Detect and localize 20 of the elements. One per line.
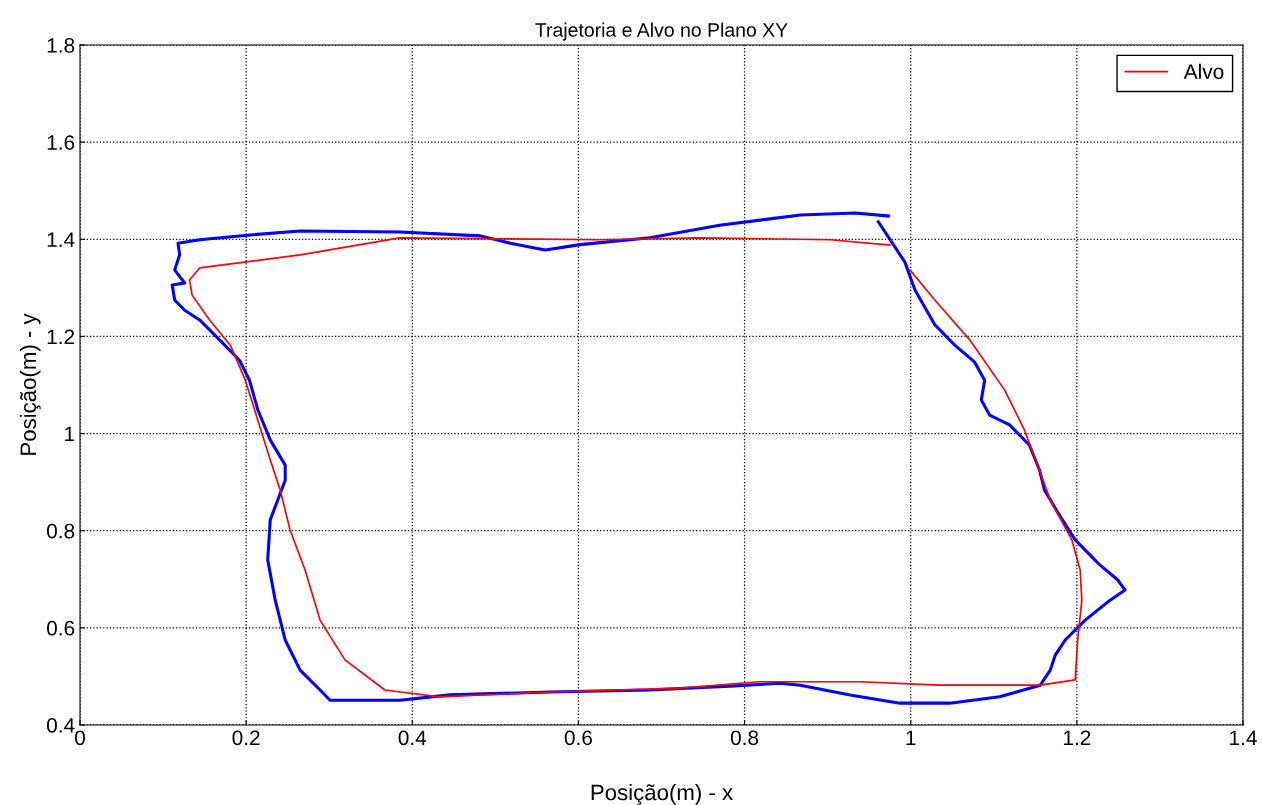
x-tick-label: 0.6: [564, 730, 592, 746]
y-tick-label: 0.6: [46, 620, 75, 636]
x-tick-label: 0.4: [398, 730, 427, 746]
x-axis-title: Posição(m) - x: [591, 784, 733, 805]
x-tick-label: 1.2: [1063, 730, 1091, 745]
chart-title: Trajetoria e Alvo no Plano XY: [535, 22, 788, 41]
x-tick-label: 0.2: [232, 730, 260, 746]
x-tick-label: 0: [75, 730, 85, 746]
x-tick-label: 1: [906, 730, 916, 745]
x-tick-label: 1.4: [1230, 730, 1257, 745]
y-tick-label: 1.4: [47, 232, 75, 247]
y-tick-label: 1.6: [47, 135, 75, 150]
y-tick-label: 1: [65, 426, 75, 442]
legend-label: Alvo: [1183, 63, 1224, 80]
y-axis-title: Posição(m) - y: [19, 313, 41, 455]
y-tick-label: 0.8: [46, 523, 75, 539]
y-tick-label: 0.4: [46, 718, 75, 733]
y-tick-label: 1.8: [47, 38, 75, 53]
y-tick-label: 1.2: [47, 329, 75, 344]
x-tick-label: 0.8: [730, 730, 759, 746]
